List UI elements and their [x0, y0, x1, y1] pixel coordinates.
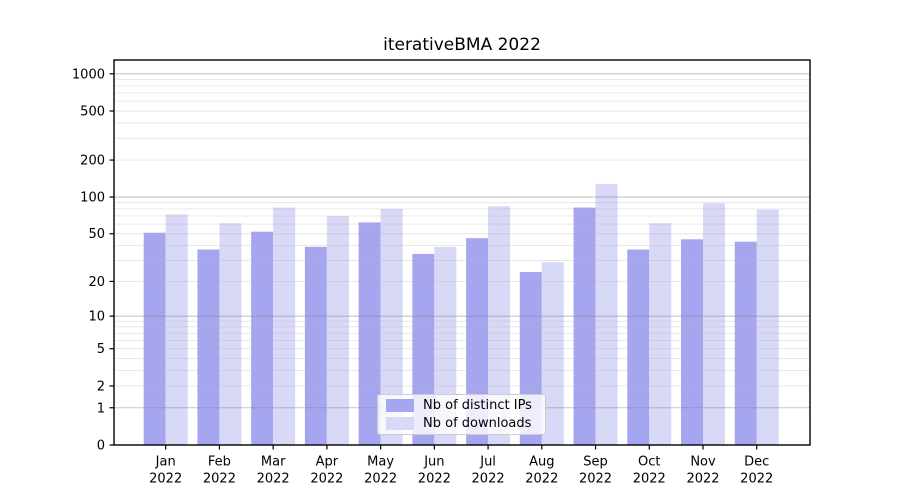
y-tick-label-500: 500 — [80, 104, 105, 119]
legend-label-downloads: Nb of downloads — [423, 416, 532, 431]
y-tick-label-1: 1 — [97, 401, 105, 416]
x-tick-label-month-aug: Aug — [529, 455, 554, 470]
x-tick-label-month-may: May — [367, 455, 394, 470]
y-tick-label-5: 5 — [97, 342, 105, 357]
x-tick-label-month-jan: Jan — [155, 455, 176, 470]
x-tick-label-year-oct: 2022 — [633, 472, 666, 487]
x-tick-label-year-feb: 2022 — [203, 472, 236, 487]
bar-distinct-ips-sep — [573, 207, 596, 445]
y-tick-label-1000: 1000 — [72, 67, 105, 82]
x-tick-label-month-jul: Jul — [479, 455, 496, 470]
chart-title: iterativeBMA 2022 — [383, 35, 541, 55]
x-tick-label-year-apr: 2022 — [310, 472, 343, 487]
y-tick-label-100: 100 — [80, 191, 105, 206]
x-tick-label-month-apr: Apr — [316, 455, 339, 470]
x-tick-label-year-aug: 2022 — [525, 472, 558, 487]
bar-downloads-aug — [541, 262, 564, 445]
bar-distinct-ips-dec — [734, 241, 757, 445]
bar-downloads-jan — [165, 214, 188, 445]
bar-distinct-ips-jul — [466, 238, 489, 445]
plot-border — [113, 59, 811, 446]
x-tick-label-year-jul: 2022 — [472, 472, 505, 487]
bar-downloads-dec — [756, 209, 779, 445]
y-tick-label-50: 50 — [88, 227, 105, 242]
legend-item-downloads: Nb of downloads — [386, 417, 537, 430]
bar-downloads-oct — [649, 223, 672, 445]
bar-downloads-apr — [326, 215, 349, 445]
bar-downloads-mar — [273, 207, 296, 445]
y-tick-label-0: 0 — [97, 439, 105, 454]
bar-downloads-may — [380, 208, 403, 445]
bar-distinct-ips-oct — [627, 249, 650, 445]
x-tick-label-year-jun: 2022 — [418, 472, 451, 487]
y-tick-label-2: 2 — [97, 379, 105, 394]
legend-label-distinct-ips: Nb of distinct IPs — [423, 398, 532, 413]
x-tick-label-year-nov: 2022 — [686, 472, 719, 487]
bar-downloads-jul — [488, 206, 511, 445]
x-tick-label-month-oct: Oct — [638, 455, 660, 470]
x-tick-label-year-mar: 2022 — [257, 472, 290, 487]
y-tick-label-10: 10 — [88, 310, 105, 325]
bar-downloads-nov — [703, 203, 725, 445]
bar-downloads-feb — [219, 223, 242, 445]
x-tick-label-month-sep: Sep — [583, 455, 608, 470]
legend-swatch-downloads — [386, 417, 414, 430]
x-tick-label-month-feb: Feb — [208, 455, 231, 470]
bar-distinct-ips-nov — [681, 239, 703, 445]
x-tick-label-month-mar: Mar — [261, 455, 286, 470]
x-tick-label-month-dec: Dec — [744, 455, 769, 470]
bar-distinct-ips-feb — [197, 249, 220, 445]
legend-item-distinct-ips: Nb of distinct IPs — [386, 399, 537, 412]
bar-distinct-ips-jan — [143, 232, 166, 445]
bar-distinct-ips-apr — [304, 246, 327, 445]
bar-distinct-ips-may — [358, 222, 381, 445]
x-tick-label-year-sep: 2022 — [579, 472, 612, 487]
bar-distinct-ips-mar — [251, 231, 274, 445]
x-tick-label-month-jun: Jun — [423, 455, 444, 470]
y-tick-label-20: 20 — [88, 275, 105, 290]
legend-swatch-distinct-ips — [386, 399, 414, 412]
bar-downloads-sep — [595, 183, 618, 445]
x-tick-label-year-may: 2022 — [364, 472, 397, 487]
legend: Nb of distinct IPs Nb of downloads — [377, 394, 546, 435]
y-tick-label-200: 200 — [80, 154, 105, 169]
x-tick-label-year-jan: 2022 — [149, 472, 182, 487]
x-tick-label-year-dec: 2022 — [740, 472, 773, 487]
x-tick-label-month-nov: Nov — [690, 455, 716, 470]
